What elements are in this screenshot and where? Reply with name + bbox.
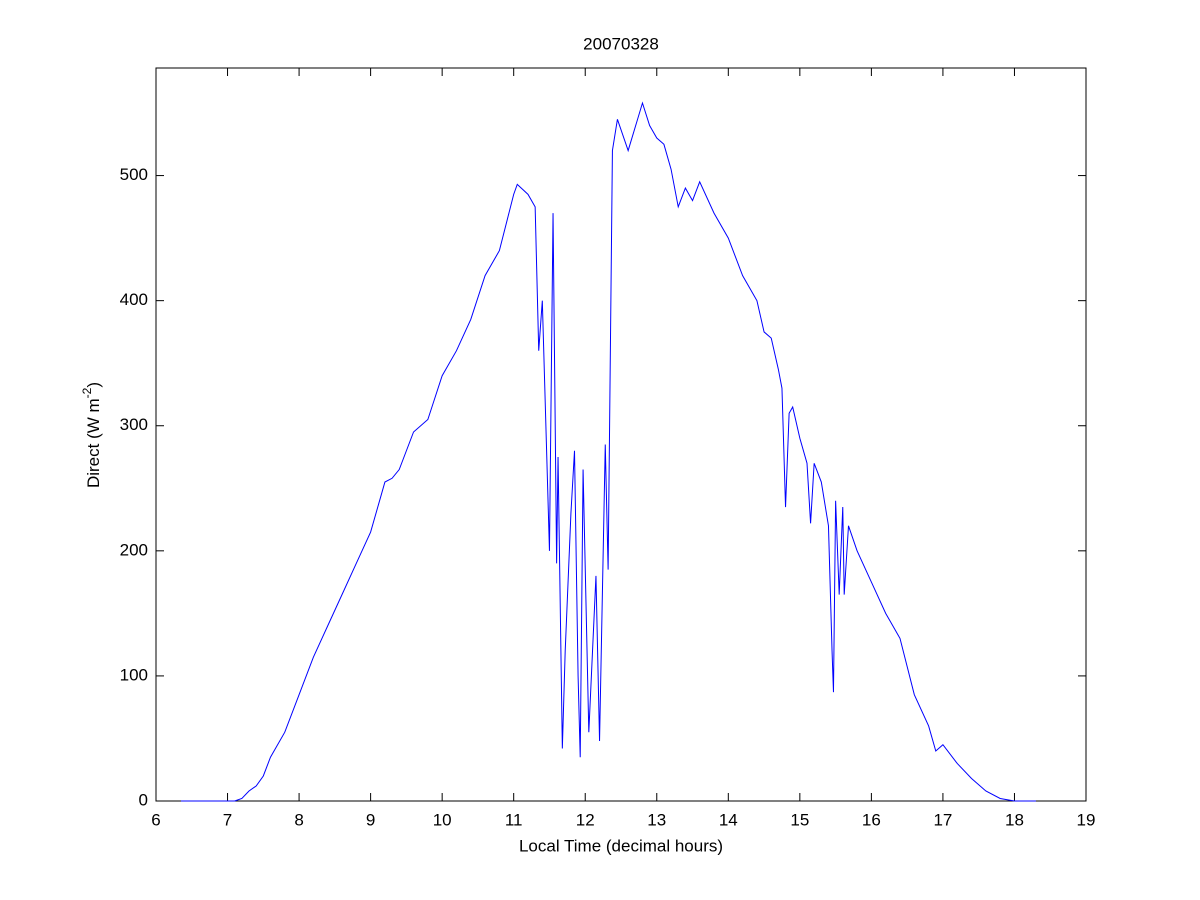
x-tick-label: 8 bbox=[294, 810, 303, 829]
y-tick-label: 300 bbox=[120, 415, 148, 434]
y-axis-label-exponent: -2 bbox=[80, 387, 94, 398]
y-axis-label-end: ) bbox=[84, 382, 103, 388]
y-tick-label: 400 bbox=[120, 290, 148, 309]
x-tick-label: 12 bbox=[576, 810, 595, 829]
x-tick-label: 7 bbox=[223, 810, 232, 829]
x-tick-label: 14 bbox=[719, 810, 738, 829]
x-tick-label: 10 bbox=[433, 810, 452, 829]
x-tick-label: 16 bbox=[862, 810, 881, 829]
y-tick-label: 200 bbox=[120, 540, 148, 559]
x-tick-label: 15 bbox=[790, 810, 809, 829]
x-tick-label: 6 bbox=[151, 810, 160, 829]
x-tick-label: 11 bbox=[505, 810, 523, 829]
y-tick-label: 500 bbox=[120, 165, 148, 184]
x-tick-label: 13 bbox=[647, 810, 666, 829]
x-axis-label: Local Time (decimal hours) bbox=[519, 836, 723, 855]
x-tick-label: 17 bbox=[933, 810, 952, 829]
y-tick-label: 100 bbox=[120, 665, 148, 684]
x-tick-label: 19 bbox=[1077, 810, 1096, 829]
plot-frame bbox=[155, 67, 1087, 802]
x-tick-label: 18 bbox=[1005, 810, 1024, 829]
data-line bbox=[181, 101, 1036, 802]
x-tick-label: 9 bbox=[366, 810, 375, 829]
y-axis-label-text: Direct (W m bbox=[84, 398, 103, 488]
y-tick-label: 0 bbox=[139, 790, 148, 809]
chart-title: 20070328 bbox=[583, 34, 659, 53]
y-axis-label: Direct (W m-2) bbox=[80, 382, 103, 488]
